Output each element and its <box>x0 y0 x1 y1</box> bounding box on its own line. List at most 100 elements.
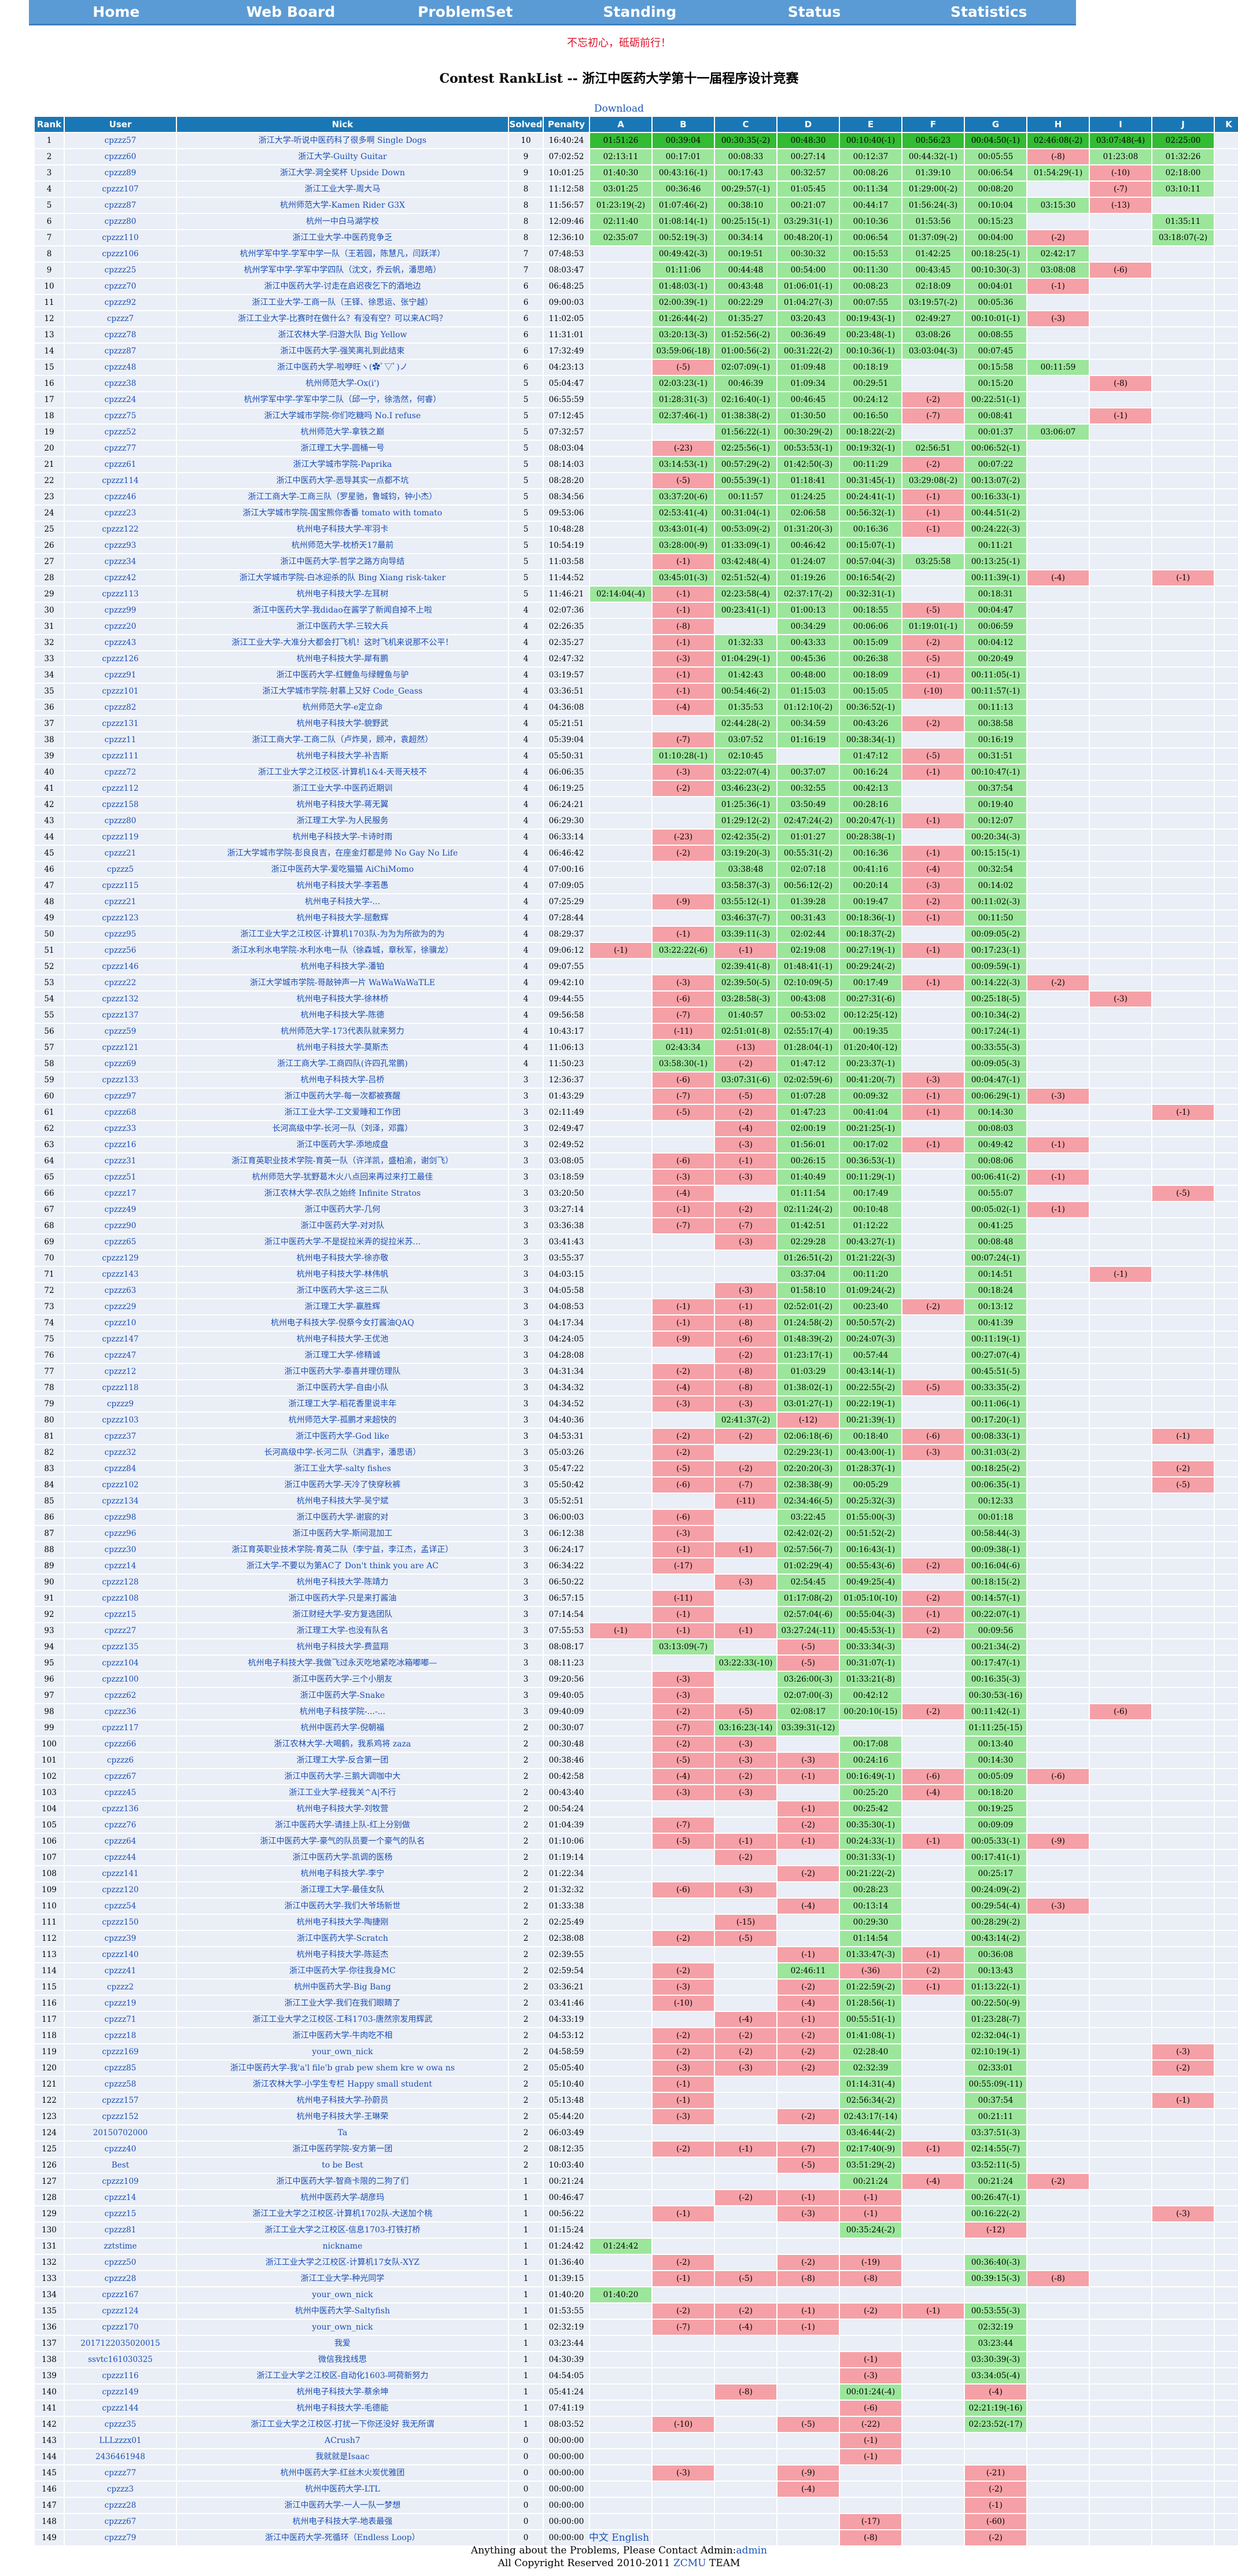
user-link[interactable]: cpzzz129 <box>65 1251 176 1266</box>
user-link[interactable]: cpzzz111 <box>65 749 176 764</box>
user-link[interactable]: cpzzz87 <box>65 198 176 213</box>
column-header-i[interactable]: I <box>1090 117 1151 132</box>
user-link[interactable]: cpzzz51 <box>65 1170 176 1185</box>
user-link[interactable]: cpzzz40 <box>65 2142 176 2157</box>
column-header-nick[interactable]: Nick <box>177 117 508 132</box>
user-link[interactable]: cpzzz124 <box>65 2304 176 2319</box>
user-link[interactable]: 20150702000 <box>65 2125 176 2140</box>
user-link[interactable]: cpzzz100 <box>65 1672 176 1687</box>
user-link[interactable]: cpzzz106 <box>65 246 176 261</box>
user-link[interactable]: cpzzz69 <box>65 1056 176 1071</box>
user-link[interactable]: cpzzz41 <box>65 1963 176 1978</box>
user-link[interactable]: cpzzz107 <box>65 182 176 197</box>
user-link[interactable]: cpzzz140 <box>65 1947 176 1962</box>
user-link[interactable]: cpzzz3 <box>65 2482 176 2497</box>
user-link[interactable]: cpzzz152 <box>65 2109 176 2124</box>
user-link[interactable]: cpzzz80 <box>65 813 176 828</box>
user-link[interactable]: cpzzz7 <box>65 311 176 326</box>
user-link[interactable]: cpzzz93 <box>65 538 176 553</box>
column-header-h[interactable]: H <box>1027 117 1089 132</box>
column-header-solved[interactable]: Solved <box>509 117 543 132</box>
user-link[interactable]: cpzzz87 <box>65 344 176 359</box>
column-header-g[interactable]: G <box>965 117 1026 132</box>
user-link[interactable]: cpzzz97 <box>65 1089 176 1104</box>
user-link[interactable]: cpzzz19 <box>65 1996 176 2011</box>
user-link[interactable]: cpzzz75 <box>65 408 176 423</box>
user-link[interactable]: cpzzz133 <box>65 1073 176 1088</box>
user-link[interactable]: cpzzz52 <box>65 425 176 440</box>
user-link[interactable]: cpzzz20 <box>65 619 176 634</box>
user-link[interactable]: cpzzz170 <box>65 2320 176 2335</box>
user-link[interactable]: cpzzz112 <box>65 781 176 796</box>
nav-standing[interactable]: Standing <box>603 3 677 20</box>
column-header-j[interactable]: J <box>1152 117 1214 132</box>
user-link[interactable]: cpzzz6 <box>65 1753 176 1768</box>
user-link[interactable]: cpzzz137 <box>65 1008 176 1023</box>
user-link[interactable]: cpzzz77 <box>65 441 176 456</box>
user-link[interactable]: cpzzz36 <box>65 1704 176 1719</box>
user-link[interactable]: cpzzz149 <box>65 2385 176 2400</box>
user-link[interactable]: cpzzz46 <box>65 489 176 504</box>
user-link[interactable]: 2436461948 <box>65 2449 176 2464</box>
user-link[interactable]: cpzzz110 <box>65 230 176 245</box>
user-link[interactable]: cpzzz21 <box>65 846 176 861</box>
user-link[interactable]: cpzzz23 <box>65 506 176 521</box>
user-link[interactable]: cpzzz92 <box>65 295 176 310</box>
nav-home[interactable]: Home <box>93 3 140 20</box>
user-link[interactable]: cpzzz32 <box>65 1445 176 1460</box>
user-link[interactable]: cpzzz90 <box>65 1218 176 1233</box>
user-link[interactable]: cpzzz146 <box>65 959 176 974</box>
user-link[interactable]: cpzzz141 <box>65 1866 176 1881</box>
user-link[interactable]: cpzzz122 <box>65 522 176 537</box>
user-link[interactable]: 2017122035020015 <box>65 2336 176 2351</box>
user-link[interactable]: cpzzz144 <box>65 2401 176 2416</box>
user-link[interactable]: cpzzz59 <box>65 1024 176 1039</box>
nav-problemset[interactable]: ProblemSet <box>418 3 513 20</box>
user-link[interactable]: cpzzz62 <box>65 1688 176 1703</box>
user-link[interactable]: cpzzz58 <box>65 2077 176 2092</box>
column-header-user[interactable]: User <box>65 117 176 132</box>
user-link[interactable]: cpzzz82 <box>65 700 176 715</box>
user-link[interactable]: cpzzz39 <box>65 1931 176 1946</box>
user-link[interactable]: cpzzz91 <box>65 668 176 683</box>
user-link[interactable]: cpzzz37 <box>65 1429 176 1444</box>
user-link[interactable]: cpzzz114 <box>65 473 176 488</box>
user-link[interactable]: cpzzz14 <box>65 2190 176 2205</box>
user-link[interactable]: cpzzz120 <box>65 1882 176 1897</box>
user-link[interactable]: cpzzz79 <box>65 2530 176 2545</box>
user-link[interactable]: cpzzz72 <box>65 765 176 780</box>
user-link[interactable]: cpzzz118 <box>65 1380 176 1395</box>
download-link[interactable]: Download <box>594 103 644 115</box>
user-link[interactable]: cpzzz115 <box>65 878 176 893</box>
user-link[interactable]: cpzzz150 <box>65 1915 176 1930</box>
user-link[interactable]: cpzzz113 <box>65 587 176 602</box>
user-link[interactable]: cpzzz64 <box>65 1834 176 1849</box>
user-link[interactable]: cpzzz98 <box>65 1510 176 1525</box>
user-link[interactable]: cpzzz45 <box>65 1785 176 1800</box>
column-header-a[interactable]: A <box>590 117 651 132</box>
user-link[interactable]: cpzzz56 <box>65 943 176 958</box>
user-link[interactable]: cpzzz47 <box>65 1348 176 1363</box>
user-link[interactable]: cpzzz15 <box>65 1607 176 1622</box>
user-link[interactable]: cpzzz11 <box>65 732 176 747</box>
user-link[interactable]: cpzzz67 <box>65 2514 176 2529</box>
user-link[interactable]: cpzzz25 <box>65 263 176 278</box>
column-header-e[interactable]: E <box>840 117 901 132</box>
user-link[interactable]: cpzzz15 <box>65 2206 176 2221</box>
user-link[interactable]: cpzzz30 <box>65 1542 176 1557</box>
user-link[interactable]: ssvtc161030325 <box>65 2352 176 2367</box>
user-link[interactable]: cpzzz17 <box>65 1186 176 1201</box>
user-link[interactable]: cpzzz126 <box>65 651 176 666</box>
user-link[interactable]: cpzzz61 <box>65 457 176 472</box>
user-link[interactable]: cpzzz50 <box>65 2255 176 2270</box>
user-link[interactable]: cpzzz95 <box>65 927 176 942</box>
user-link[interactable]: cpzzz157 <box>65 2093 176 2108</box>
user-link[interactable]: cpzzz67 <box>65 1769 176 1784</box>
user-link[interactable]: cpzzz136 <box>65 1801 176 1816</box>
user-link[interactable]: cpzzz49 <box>65 1202 176 1217</box>
user-link[interactable]: cpzzz117 <box>65 1720 176 1735</box>
user-link[interactable]: cpzzz167 <box>65 2287 176 2302</box>
user-link[interactable]: cpzzz119 <box>65 830 176 845</box>
user-link[interactable]: cpzzz135 <box>65 1639 176 1654</box>
user-link[interactable]: zztstime <box>65 2239 176 2254</box>
